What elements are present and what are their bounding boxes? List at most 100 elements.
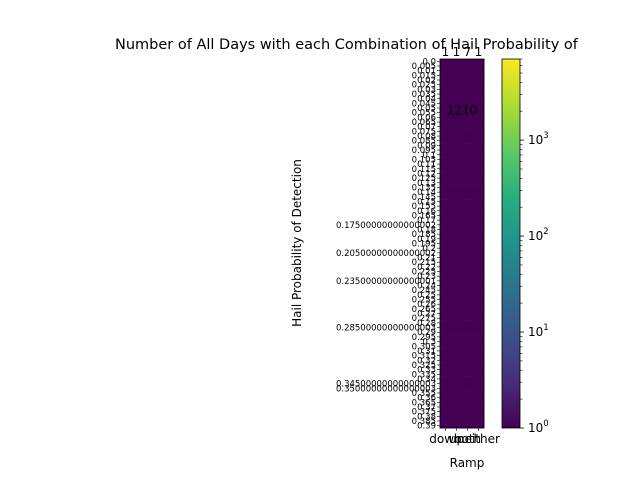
- y-tick-label: 0.23500000000000001: [336, 277, 436, 287]
- heatmap-cell: [462, 189, 474, 195]
- heatmap-cell: [473, 91, 485, 97]
- heatmap-cell: [451, 208, 463, 214]
- heatmap-cell: [451, 245, 463, 251]
- heatmap-cell: [462, 325, 474, 331]
- heatmap-cell: [473, 287, 485, 293]
- y-tick-label: 0.34500000000000003: [336, 380, 436, 390]
- y-tick-label: 0.265: [412, 305, 436, 315]
- heatmap-cell: [440, 390, 452, 396]
- heatmap-cell: [473, 301, 485, 307]
- heatmap-cell: [473, 255, 485, 261]
- heatmap-cell: [440, 362, 452, 368]
- heatmap-cell: [473, 264, 485, 270]
- y-tick-label: 0.125: [412, 174, 436, 184]
- heatmap-cell: [473, 409, 485, 415]
- heatmap-cell: [440, 334, 452, 340]
- heatmap-cell: [451, 171, 463, 177]
- heatmap-cell: [451, 283, 463, 289]
- heatmap-cell: [451, 348, 463, 354]
- y-tick-label: 0.275: [412, 314, 436, 324]
- heatmap-cell: [440, 231, 452, 237]
- heatmap-cell: [473, 311, 485, 317]
- heatmap-cell: [451, 325, 463, 331]
- heatmap-cell: [473, 189, 485, 195]
- y-tick-label: 0.355: [412, 389, 436, 399]
- x-tick-label: neither: [457, 432, 500, 446]
- heatmap-cell: [451, 143, 463, 149]
- heatmap-cell: [462, 399, 474, 405]
- heatmap-cell: [462, 245, 474, 251]
- heatmap-cell: [440, 311, 452, 317]
- heatmap-cell: [473, 404, 485, 410]
- heatmap-cell: [440, 409, 452, 415]
- heatmap-cell: [473, 161, 485, 167]
- heatmap-cell: [451, 129, 463, 135]
- heatmap-cell: [473, 357, 485, 363]
- heatmap-cell: [440, 245, 452, 251]
- heatmap-cell: [473, 105, 485, 111]
- heatmap-cell: [451, 185, 463, 191]
- heatmap-cell: [473, 143, 485, 149]
- heatmap-cell: [440, 259, 452, 265]
- x-tick-label: down: [429, 432, 461, 446]
- heatmap-cell: [451, 73, 463, 78]
- heatmap-cell: [473, 73, 485, 78]
- heatmap-cell: [451, 101, 463, 107]
- heatmap-cell: [462, 124, 474, 130]
- heatmap-cell: [451, 138, 463, 144]
- heatmap-cell: [473, 96, 485, 102]
- heatmap-cell: [440, 180, 452, 186]
- heatmap-cell: [440, 166, 452, 172]
- heatmap-cell: [440, 278, 452, 284]
- heatmap-cell: [451, 339, 463, 345]
- heatmap-cell: [451, 273, 463, 279]
- heatmap-cell: [440, 306, 452, 312]
- heatmap-cell: [440, 399, 452, 405]
- heatmap-cell: [451, 231, 463, 237]
- heatmap-cell: [440, 413, 452, 419]
- heatmap-cell: [462, 381, 474, 387]
- heatmap-cell: [440, 287, 452, 293]
- heatmap-cell: [451, 91, 463, 97]
- heatmap-cell: [473, 166, 485, 172]
- colorbar-tick-label: 100: [528, 419, 549, 435]
- y-tick-label: 0.055: [412, 109, 436, 119]
- heatmap-cell: [473, 241, 485, 247]
- colorbar-tick-label: 103: [528, 131, 549, 147]
- heatmap-cell: [440, 217, 452, 223]
- heatmap-cell: [473, 418, 485, 424]
- heatmap-cell: [473, 77, 485, 83]
- heatmap-cell: [462, 241, 474, 247]
- heatmap-cell: [451, 161, 463, 167]
- heatmap-cell: [440, 143, 452, 149]
- y-tick-label: 0.115: [412, 165, 436, 175]
- y-tick-label: 0.20500000000000002: [336, 249, 436, 259]
- heatmap-cell: [473, 329, 485, 335]
- heatmap-cell: [440, 264, 452, 270]
- heatmap-cell: [440, 194, 452, 200]
- heatmap-cell: [473, 236, 485, 242]
- top-cell-label: 7: [464, 45, 472, 59]
- heatmap-cell: [451, 119, 463, 125]
- y-tick-label: 0.35000000000000003: [336, 384, 436, 394]
- y-tick-label: 0.315: [412, 352, 436, 362]
- heatmap-cell: [462, 101, 474, 107]
- heatmap-cell: [473, 115, 485, 121]
- heatmap-cell: [473, 175, 485, 181]
- heatmap-cell: [473, 185, 485, 191]
- heatmap-cell: [462, 59, 474, 64]
- heatmap-cell: [462, 413, 474, 419]
- chart-title: Number of All Days with each Combination…: [115, 37, 579, 53]
- heatmap-cell: [462, 385, 474, 391]
- y-tick-label: 0.1: [422, 151, 436, 161]
- heatmap-cell: [451, 110, 463, 116]
- heatmap-cell: [473, 133, 485, 139]
- y-tick-label: 0.28500000000000003: [336, 324, 436, 334]
- x-tick-label: up: [449, 432, 464, 446]
- heatmap-cell: [440, 133, 452, 139]
- heatmap-cell: [440, 348, 452, 354]
- y-tick-label: 0.15: [417, 197, 436, 207]
- y-tick-label: 0.195: [412, 240, 436, 250]
- heatmap-cell: [451, 357, 463, 363]
